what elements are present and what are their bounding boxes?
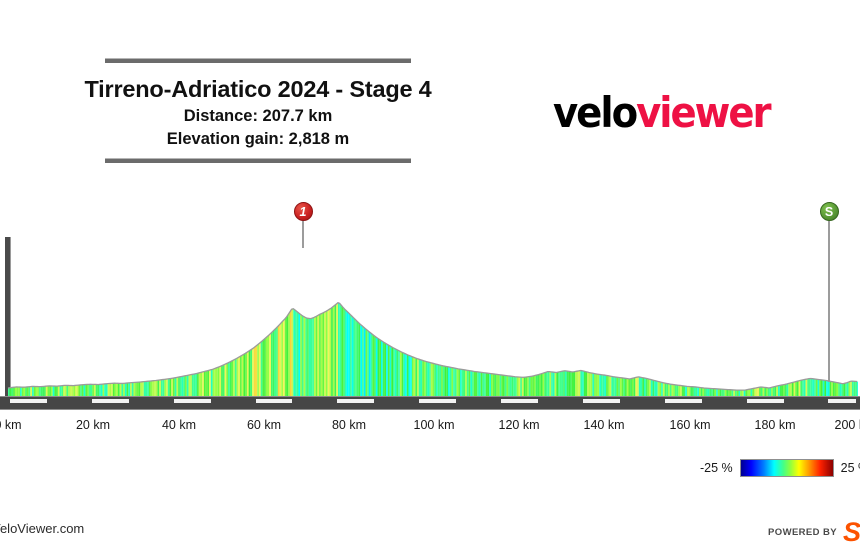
climb-marker-badge[interactable]: 1 (294, 202, 313, 221)
title-rule-top (105, 58, 411, 63)
elevation-profile-svg (0, 200, 860, 405)
ruler-segment (92, 399, 129, 403)
logo-text-velo: velo (553, 88, 636, 137)
powered-by-label: POWERED BY (768, 527, 837, 538)
x-axis-tick-label: 140 km (584, 418, 625, 432)
ruler-segment (337, 399, 374, 403)
ruler-segment (583, 399, 620, 403)
subtitle-distance: Distance: 207.7 km (0, 107, 516, 126)
ruler-segment (665, 399, 702, 403)
x-axis-tick-label: 20 km (76, 418, 110, 432)
ruler-segment (747, 399, 784, 403)
chart-header: Tirreno-Adriatico 2024 - Stage 4 Distanc… (0, 0, 516, 175)
x-axis-tick-label: 80 km (332, 418, 366, 432)
title-rule-bottom (105, 158, 411, 163)
x-axis-tick-label: 100 km (414, 418, 455, 432)
legend-max-label: 25 % (841, 461, 860, 475)
subtitle-elevation: Elevation gain: 2,818 m (0, 130, 516, 149)
sprint-marker-badge[interactable]: S (820, 202, 839, 221)
elevation-profile-chart (0, 200, 860, 405)
x-axis-tick-label: 180 km (755, 418, 796, 432)
ruler-segment (828, 399, 856, 403)
ruler-segment (10, 399, 47, 403)
profile-marker-climb-1[interactable]: 1 (294, 202, 313, 248)
x-axis-tick-label: 0 km (0, 418, 22, 432)
powered-by-strava: POWERED BY S (768, 519, 860, 546)
x-axis-tick-label: 160 km (670, 418, 711, 432)
x-axis-tick-label: 60 km (247, 418, 281, 432)
ruler-segment (419, 399, 456, 403)
gradient-colorbar (740, 459, 834, 477)
ruler-segment (174, 399, 211, 403)
page-title: Tirreno-Adriatico 2024 - Stage 4 (0, 76, 516, 103)
x-axis-tick-label: 40 km (162, 418, 196, 432)
ruler-segment (501, 399, 538, 403)
logo-text-viewer: viewer (636, 88, 769, 137)
gradient-legend: -25 % 25 % (700, 458, 860, 478)
legend-min-label: -25 % (700, 461, 733, 475)
footer-site-link[interactable]: VeloViewer.com (0, 521, 84, 536)
marker-stem (828, 220, 830, 382)
profile-marker-sprint-s[interactable]: S (820, 202, 839, 382)
x-axis: 0 km 20 km 40 km 60 km 80 km 100 km 120 km 140 … (0, 408, 860, 438)
strava-logo-icon: S (843, 519, 860, 546)
x-axis-tick-label: 120 km (499, 418, 540, 432)
x-axis-tick-label: 200 km (835, 418, 860, 432)
ruler-segment (256, 399, 293, 403)
marker-stem (302, 220, 304, 248)
